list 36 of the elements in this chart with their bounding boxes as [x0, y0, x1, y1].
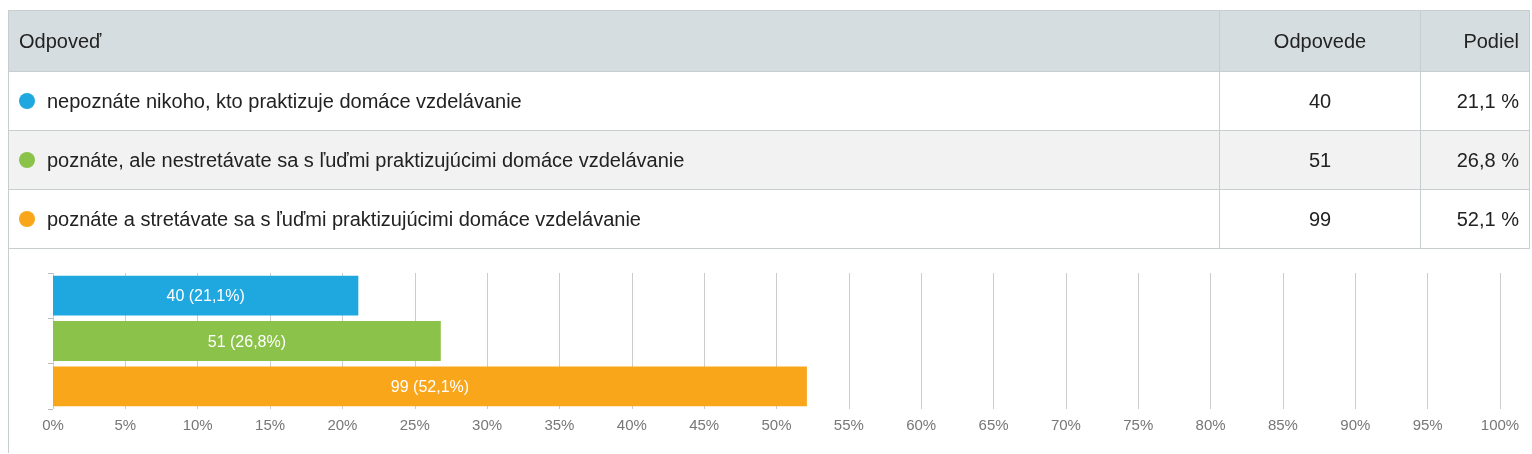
x-tick-label: 85% [1267, 416, 1298, 433]
text: Odpovede [1219, 10, 1421, 72]
x-tick-label: 65% [978, 416, 1009, 433]
legend-label: poznáte, ale nestretávate sa s ľuďmi praktizujúcimi domáce vzdelávanie [47, 148, 685, 171]
text: Odpoveď [8, 10, 1220, 72]
text: Podiel [1420, 10, 1530, 72]
text: 26,8 % [1420, 130, 1530, 190]
x-tick-label: 45% [689, 416, 720, 433]
x-tick-label: 0% [42, 416, 64, 433]
text: 51 [1219, 130, 1421, 190]
legend-label: poznáte a stretávate sa s ľuďmi praktizujúcimi domáce vzdelávanie [47, 207, 641, 230]
x-tick-label: 40% [616, 416, 647, 433]
data-label: 40 (21,1%) [166, 287, 245, 305]
text: 52,1 % [1420, 189, 1530, 249]
data-label: 99 (52,1%) [390, 377, 470, 395]
x-tick-label: 70% [1050, 416, 1081, 433]
x-tick-label: 95% [1412, 416, 1443, 433]
x-tick-label: 25% [399, 416, 430, 433]
x-tick-label: 100% [1480, 416, 1520, 433]
x-tick-label: 30% [472, 416, 503, 433]
x-tick-label: 90% [1340, 416, 1371, 433]
x-tick-label: 75% [1123, 416, 1154, 433]
x-tick-label: 80% [1195, 416, 1226, 433]
x-tick-label: 20% [327, 416, 358, 433]
text: 40 [1219, 71, 1421, 131]
x-tick-label: 10% [182, 416, 213, 433]
x-tick-label: 55% [833, 416, 864, 433]
legend-label: nepoznáte nikoho, kto praktizuje domáce vzdelávanie [47, 89, 522, 112]
x-tick-label: 15% [255, 416, 286, 433]
data-label: 51 (26,8%) [207, 332, 287, 350]
text: 21,1 % [1420, 71, 1530, 131]
x-tick-label: 35% [544, 416, 575, 433]
x-tick-label: 50% [761, 416, 792, 433]
x-tick-label: 5% [114, 416, 137, 433]
x-tick-label: 60% [906, 416, 937, 433]
text: 99 [1219, 189, 1421, 249]
